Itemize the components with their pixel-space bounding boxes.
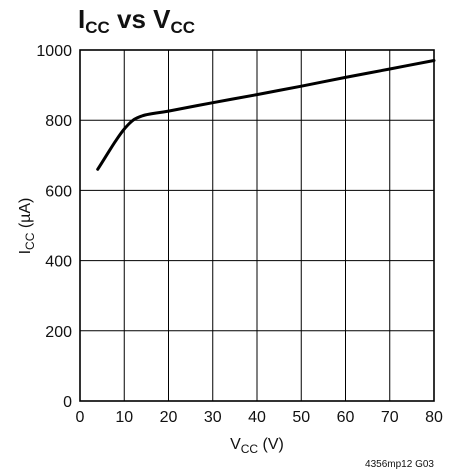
y-tick-label: 0 (63, 394, 72, 411)
figure-code: 4356mp12 G03 (365, 459, 434, 470)
title-sub-2: CC (171, 18, 196, 37)
x-tick-label: 0 (76, 409, 85, 426)
y-tick-label: 800 (45, 113, 72, 130)
plot-area (79, 49, 436, 402)
x-label-main: V (230, 436, 241, 453)
y-tick-label: 1000 (36, 43, 72, 60)
chart-title: ICC vs VCC (78, 4, 195, 37)
x-tick-label: 40 (248, 409, 266, 426)
y-tick-labels: 0 200 400 600 800 1000 (36, 43, 72, 411)
x-tick-label: 30 (204, 409, 222, 426)
y-tick-label: 400 (45, 254, 72, 271)
y-label-main: I (17, 250, 34, 254)
series-line (96, 59, 436, 171)
y-tick-label: 600 (45, 183, 72, 200)
x-tick-label: 20 (160, 409, 178, 426)
x-tick-label: 80 (425, 409, 443, 426)
x-tick-label: 10 (115, 409, 133, 426)
title-middle: vs V (110, 4, 171, 34)
x-tick-label: 70 (381, 409, 399, 426)
x-label-rest: (V) (258, 436, 284, 453)
y-label-rest: (µA) (17, 198, 34, 233)
x-axis-label: VCC (V) (230, 436, 284, 456)
grid (79, 49, 435, 402)
title-main: I (78, 4, 85, 34)
x-label-sub: CC (241, 442, 259, 456)
y-tick-label: 200 (45, 324, 72, 341)
x-tick-label: 60 (337, 409, 355, 426)
y-axis-label: ICC (µA) (17, 198, 37, 255)
y-label-sub: CC (23, 232, 37, 250)
x-tick-label: 50 (292, 409, 310, 426)
x-tick-labels: 0 10 20 30 40 50 60 70 80 (76, 409, 443, 426)
title-sub: CC (85, 18, 110, 37)
plot-frame (79, 49, 435, 402)
